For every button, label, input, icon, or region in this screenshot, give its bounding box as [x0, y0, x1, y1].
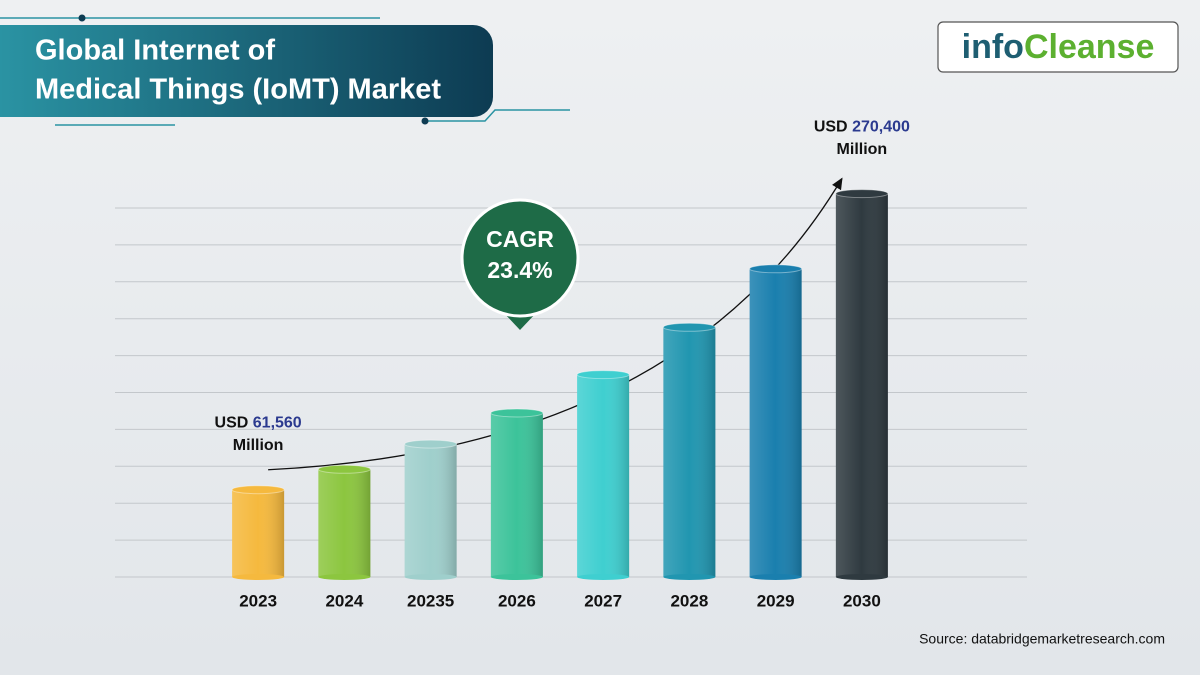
bar-base [318, 574, 371, 580]
bar-cap [231, 485, 285, 495]
bar-shade [749, 268, 802, 577]
bar-base [404, 574, 457, 580]
bar-base [749, 574, 802, 580]
logo-box [937, 21, 1179, 73]
x-tick-label: 20235 [407, 591, 454, 610]
label-prefix: USD [215, 415, 249, 432]
cagr-badge: CAGR 23.4% [460, 198, 580, 330]
chart-title: Medical Things (IoMT) Market [35, 74, 441, 106]
bar-shade [318, 469, 371, 577]
bar-cap [576, 370, 630, 380]
bar-base [490, 574, 543, 580]
bar-shade [490, 412, 543, 577]
bar-cap [404, 439, 458, 449]
x-tick-label: 2027 [584, 591, 622, 610]
data-label-unit: Million [837, 141, 888, 158]
bar-shade [577, 374, 630, 577]
x-tick-label: 2024 [325, 591, 363, 610]
logo-part: Cleanse [1024, 28, 1154, 66]
logo: infoCleanse [962, 28, 1155, 66]
bar-cap [835, 189, 889, 199]
decor-dot [421, 117, 429, 125]
chart-title: Global Internet of [35, 35, 275, 67]
bar-base [835, 574, 888, 580]
x-tick-label: 2030 [843, 591, 881, 610]
cagr-label: CAGR [486, 226, 554, 252]
bar-cap [662, 322, 716, 332]
bar-shade [404, 444, 457, 577]
x-tick-label: 2029 [757, 591, 795, 610]
bar-shade [663, 327, 716, 577]
bar-shade [835, 193, 888, 577]
bar-shade [232, 489, 285, 577]
decor-line [425, 109, 570, 122]
x-tick-label: 2023 [239, 591, 277, 610]
logo-part: info [962, 28, 1024, 66]
data-label: USD 61,560 [215, 415, 302, 432]
bar-base [663, 574, 716, 580]
source: Source: databridgemarketresearch.com [919, 631, 1165, 647]
label-value: 61,560 [253, 415, 302, 432]
bar-base [577, 574, 630, 580]
x-tick-label: 2028 [670, 591, 708, 610]
title-box [0, 25, 493, 117]
label-prefix: USD [814, 119, 848, 136]
bar-base [232, 574, 285, 580]
cagr-value: 23.4% [487, 257, 552, 283]
x-tick-label: 2026 [498, 591, 536, 610]
data-label: USD 270,400 [814, 119, 910, 136]
data-label-unit: Million [233, 437, 284, 454]
bar-cap [490, 408, 544, 418]
bar-cap [317, 464, 371, 474]
label-value: 270,400 [852, 119, 910, 136]
bar-cap [749, 264, 803, 274]
decor-dot [78, 14, 86, 22]
